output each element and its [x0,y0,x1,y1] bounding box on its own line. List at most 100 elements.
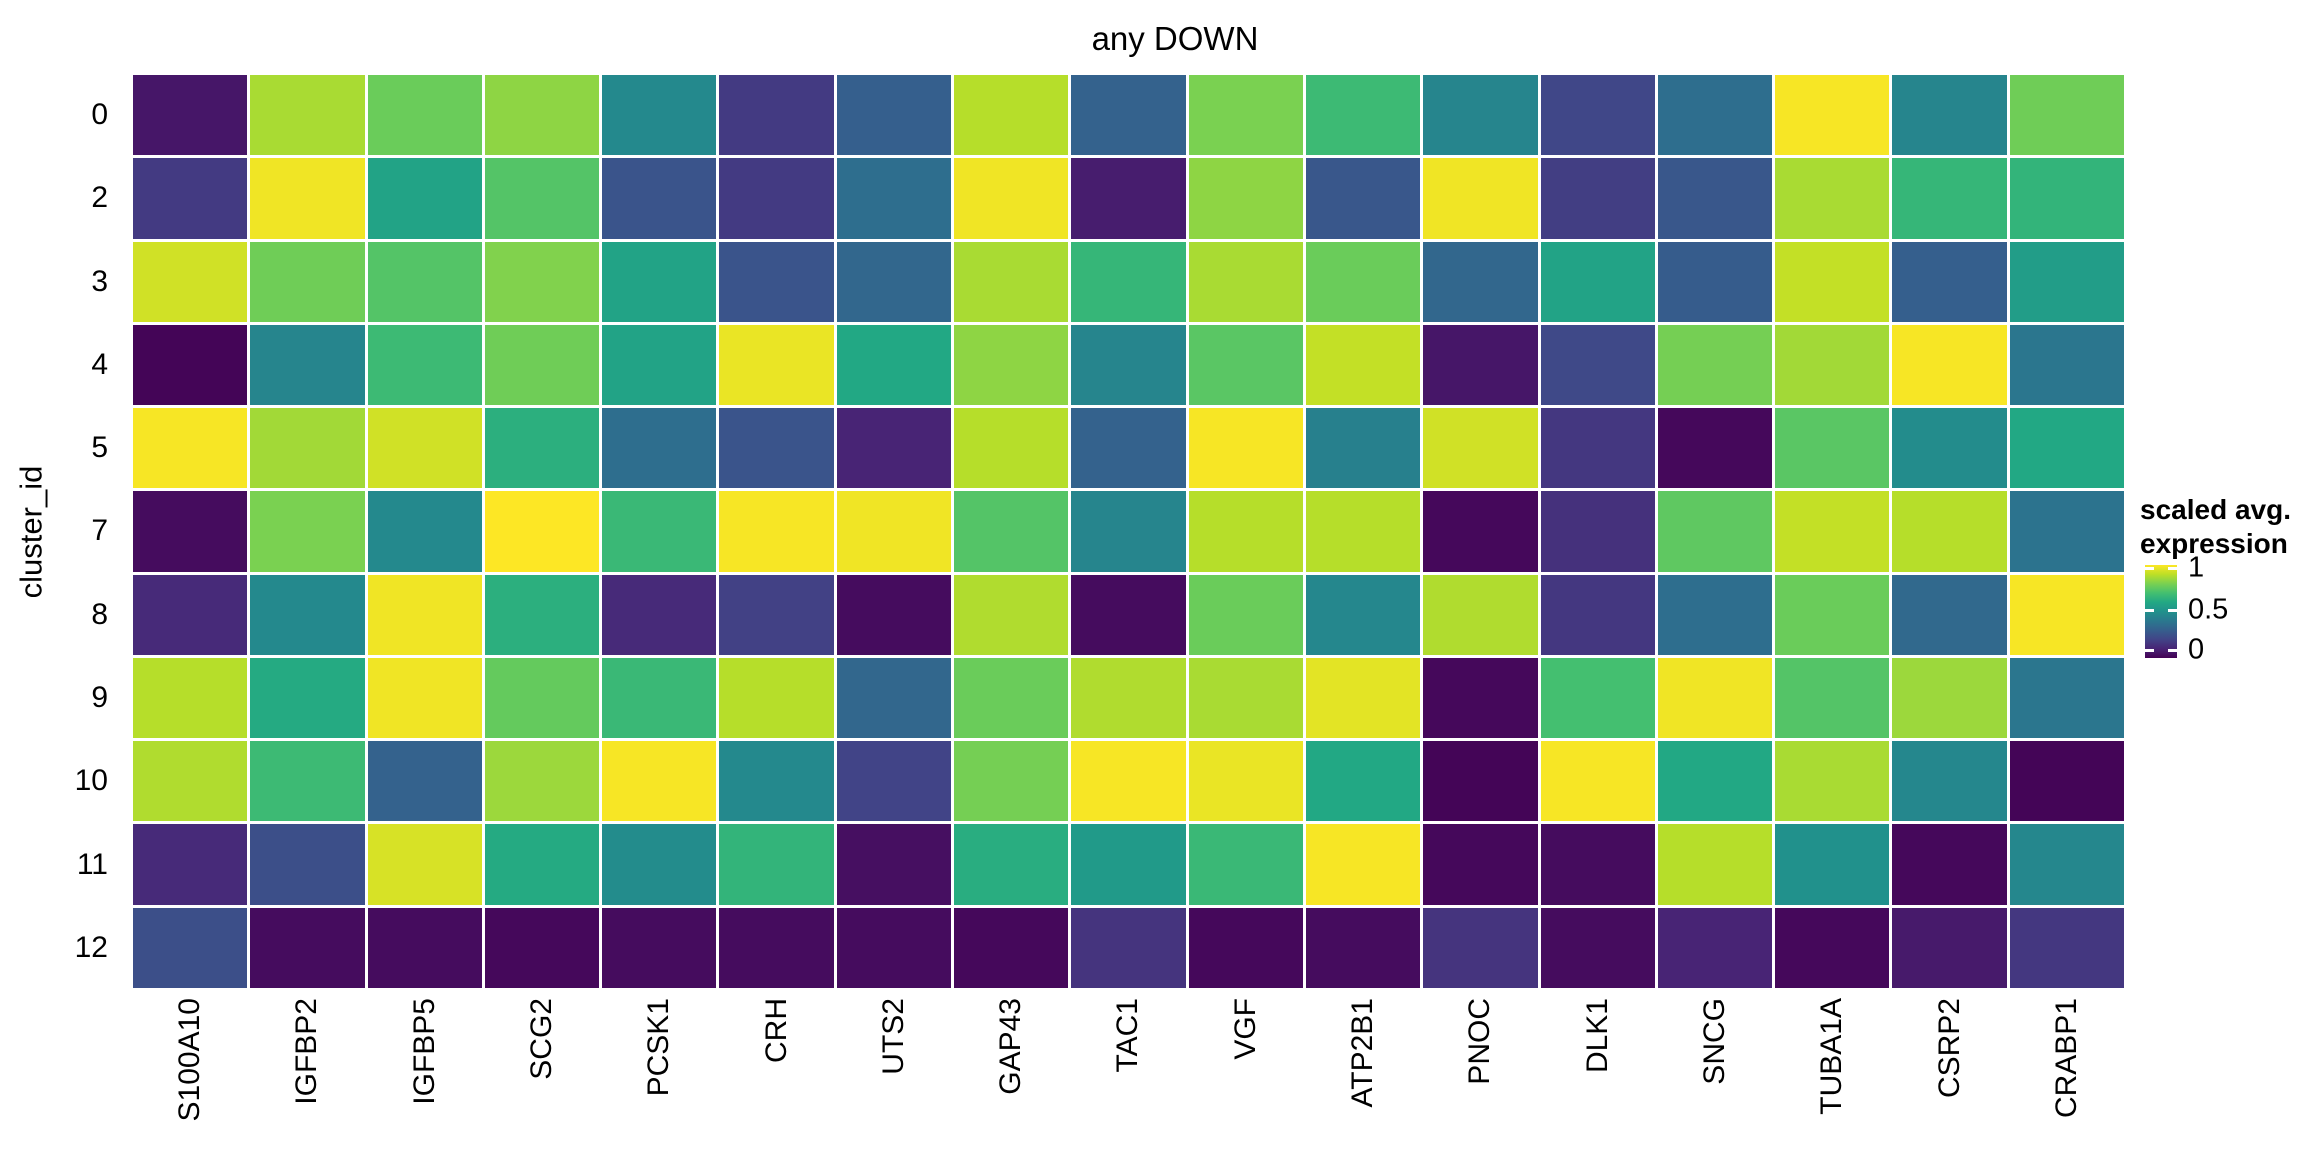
heatmap-cell [484,491,600,572]
heatmap-cell [836,491,952,572]
legend-title-line2: expression [2140,528,2288,559]
heatmap-cell [1188,324,1303,406]
heatmap-cell [836,158,952,239]
heatmap-cell [1188,158,1303,239]
heatmap-cell [133,158,248,239]
heatmap-cell [2009,657,2124,739]
heatmap-cell [1775,75,1890,156]
heatmap-cell [1188,824,1303,905]
heatmap-cell [133,657,248,739]
heatmap-cell [484,75,600,156]
heatmap-cell [1188,408,1303,489]
heatmap-cell [1305,408,1421,489]
heatmap-cell [954,657,1069,739]
heatmap-cell [954,75,1069,156]
heatmap-cell [1540,75,1655,156]
heatmap-cell [1657,75,1773,156]
heatmap-cell [367,324,482,406]
heatmap-cell [1071,657,1186,739]
heatmap-cell [1892,907,2007,988]
x-tick-label: CRH [759,998,793,1063]
heatmap-cell [484,907,600,988]
heatmap-cell [1305,741,1421,822]
heatmap-cell [1775,158,1890,239]
heatmap-cell [2009,75,2124,156]
y-tick-label: 0 [91,98,108,132]
heatmap-cell [1657,824,1773,905]
heatmap-cell [1188,907,1303,988]
heatmap-cell [367,491,482,572]
heatmap-cell [367,574,482,655]
legend-tick-mark [2145,566,2154,570]
heatmap-cell [954,241,1069,322]
heatmap-panel [133,75,2124,988]
x-tick-label: UTS2 [876,998,910,1075]
heatmap-cell [1775,657,1890,739]
legend-title-line1: scaled avg. [2140,494,2291,525]
heatmap-cell [719,158,834,239]
heatmap-cell [250,408,365,489]
x-tick-label: CRABP1 [2049,998,2083,1119]
y-tick-label: 11 [76,847,108,881]
heatmap-cell [602,158,717,239]
x-tick-label: DLK1 [1580,998,1614,1074]
heatmap-cell [2009,741,2124,822]
heatmap-cell [1423,741,1538,822]
heatmap-cell [1423,907,1538,988]
heatmap-cell [1892,741,2007,822]
heatmap-cell [367,824,482,905]
heatmap-cell [719,907,834,988]
x-tick-label: TUBA1A [1815,998,1849,1115]
heatmap-cell [1423,824,1538,905]
heatmap-cell [133,574,248,655]
heatmap-cell [250,907,365,988]
heatmap-cell [1775,241,1890,322]
heatmap-cell [1423,657,1538,739]
heatmap-cell [1540,741,1655,822]
heatmap-cell [1540,824,1655,905]
y-tick-label: 10 [74,764,108,798]
heatmap-cell [1540,324,1655,406]
heatmap-cell [2009,241,2124,322]
heatmap-cell [250,741,365,822]
heatmap-cell [836,408,952,489]
y-tick-label: 4 [91,347,108,381]
heatmap-cell [602,574,717,655]
heatmap-cell [250,158,365,239]
heatmap-cell [1423,491,1538,572]
y-tick-label: 5 [91,431,108,465]
heatmap-cell [836,907,952,988]
heatmap-cell [1540,491,1655,572]
heatmap-cell [836,241,952,322]
heatmap-cell [250,491,365,572]
heatmap-cell [1423,574,1538,655]
heatmap-cell [954,741,1069,822]
heatmap-cell [1892,824,2007,905]
heatmap-cell [1892,574,2007,655]
heatmap-cell [836,75,952,156]
heatmap-cell [1071,75,1186,156]
heatmap-cell [1188,574,1303,655]
heatmap-cell [484,824,600,905]
heatmap-cell [1305,491,1421,572]
x-tick-label: IGFBP2 [290,998,324,1105]
heatmap-cell [1305,824,1421,905]
heatmap-cell [1423,241,1538,322]
heatmap-cell [1188,75,1303,156]
x-tick-label: GAP43 [994,998,1028,1095]
heatmap-cell [1775,491,1890,572]
heatmap-cell [1305,75,1421,156]
heatmap-cell [1071,158,1186,239]
heatmap-cell [1071,574,1186,655]
heatmap-cell [1775,574,1890,655]
legend-tick-mark [2145,648,2154,652]
heatmap-cell [602,824,717,905]
heatmap-cell [2009,491,2124,572]
legend-colorbar [2145,565,2177,658]
heatmap-cell [484,241,600,322]
heatmap-cell [133,491,248,572]
heatmap-cell [1892,241,2007,322]
heatmap-cell [954,158,1069,239]
heatmap-cell [954,824,1069,905]
heatmap-cell [719,75,834,156]
